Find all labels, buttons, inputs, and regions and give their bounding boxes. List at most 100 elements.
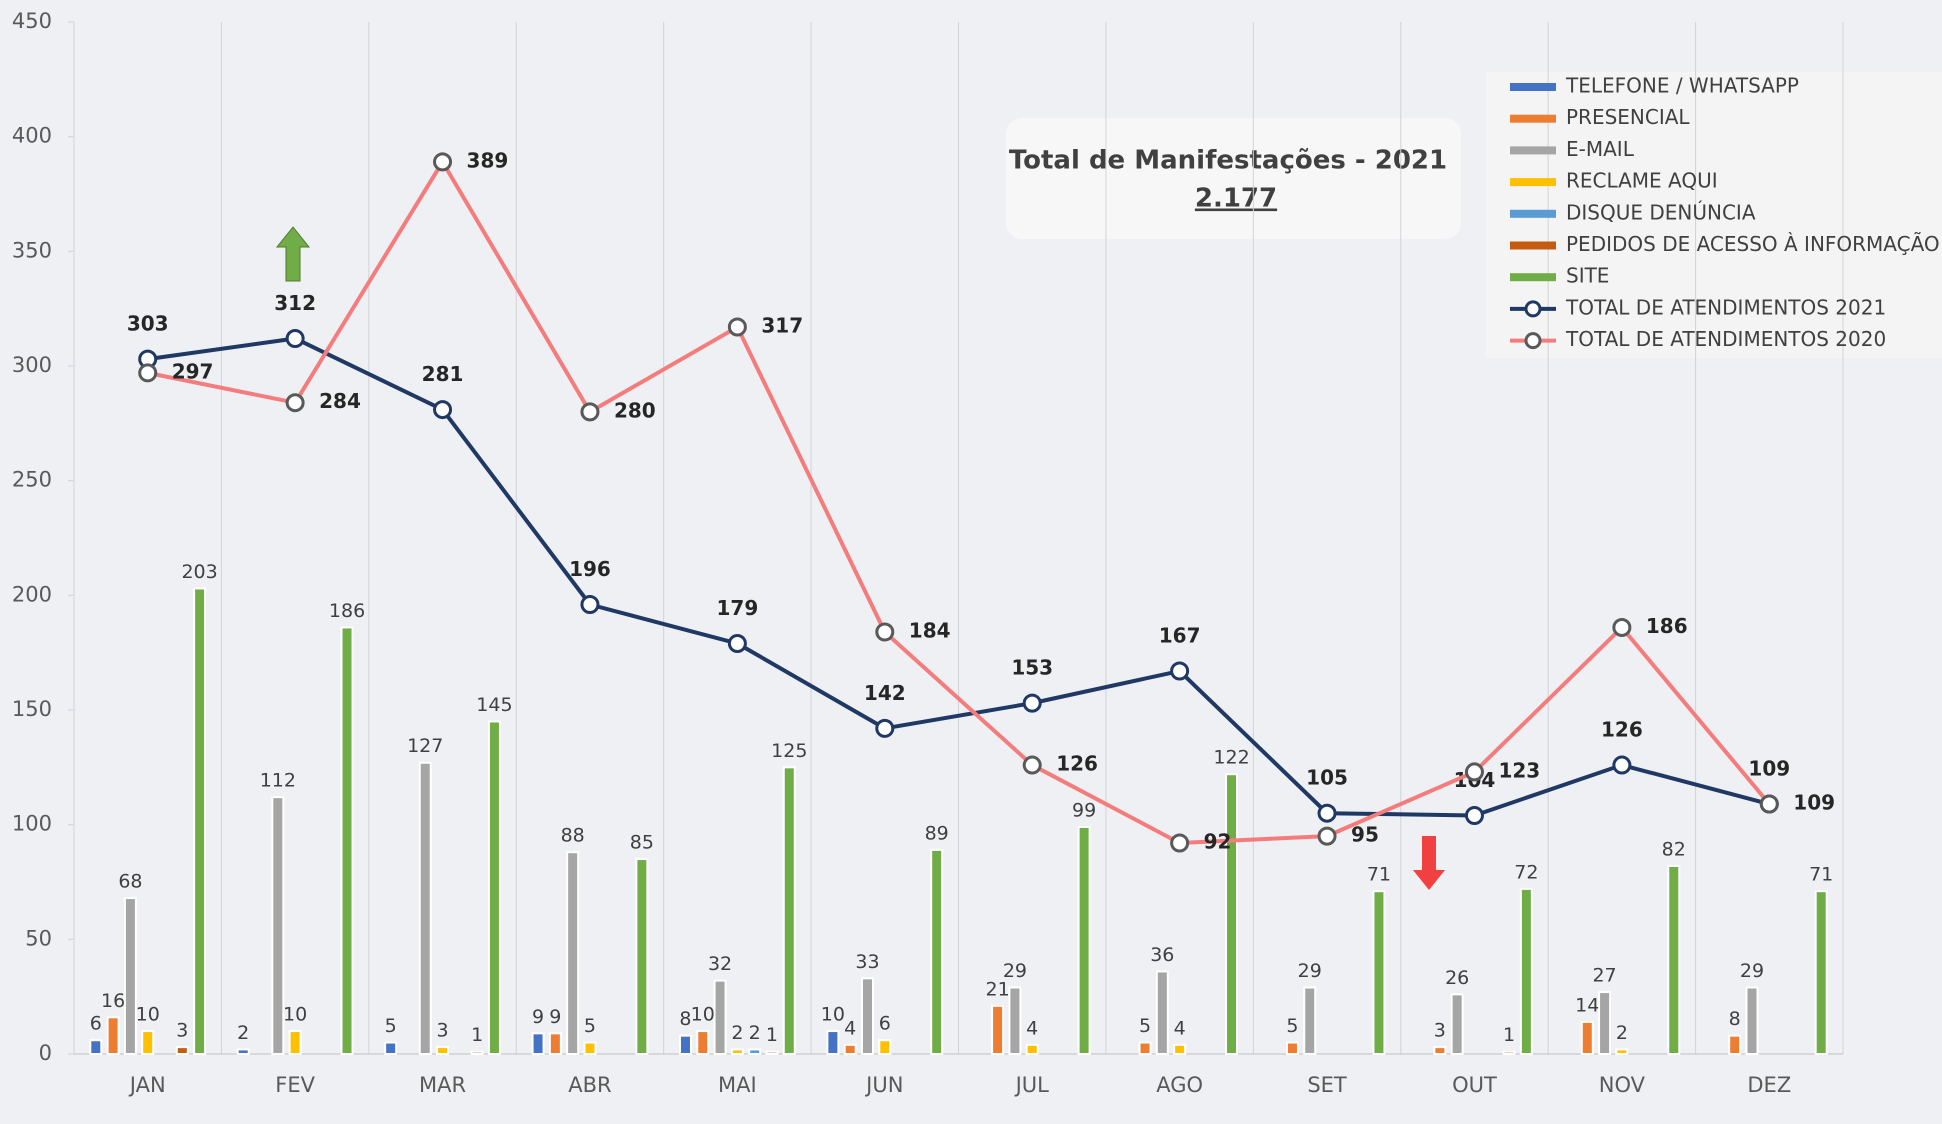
y-tick-label: 150 [12, 697, 52, 721]
bar-value-label: 68 [118, 871, 142, 893]
bar [697, 1031, 708, 1054]
line-point [287, 395, 303, 411]
legend-label: E-MAIL [1566, 137, 1635, 161]
line-point [1614, 757, 1630, 773]
bar [1616, 1049, 1627, 1054]
bar [342, 627, 353, 1054]
page: Total de Manifestações - 2021 2.177 0501… [0, 0, 1942, 1120]
legend-label: PEDIDOS DE ACESSO À INFORMAÇÃO [1566, 232, 1940, 256]
legend-marker [1526, 334, 1540, 348]
x-tick-label: SET [1307, 1073, 1347, 1097]
line-point [877, 624, 893, 640]
line-value-label: 105 [1306, 766, 1348, 790]
bar-value-label: 1 [471, 1024, 483, 1046]
legend-label: TOTAL DE ATENDIMENTOS 2020 [1565, 327, 1886, 351]
bar-value-label: 32 [708, 953, 732, 975]
bar [142, 1031, 153, 1054]
bar [845, 1045, 856, 1054]
line-value-label: 95 [1351, 823, 1379, 847]
line-point [1172, 835, 1188, 851]
y-tick-label: 450 [12, 9, 52, 33]
bar-value-label: 112 [260, 770, 296, 792]
x-tick-label: JAN [128, 1073, 166, 1097]
bar-value-label: 125 [771, 740, 807, 762]
line-point [1024, 695, 1040, 711]
bar-value-label: 10 [821, 1004, 845, 1026]
legend-swatch [1510, 273, 1556, 281]
line-point [729, 635, 745, 651]
bar-value-label: 27 [1592, 965, 1616, 987]
line-value-label: 389 [467, 148, 509, 172]
line-value-label: 186 [1646, 614, 1688, 638]
line-point [1614, 619, 1630, 635]
chart-title: Total de Manifestações - 2021 [1009, 146, 1447, 176]
bar [194, 588, 205, 1054]
bar [125, 898, 136, 1054]
x-tick-label: JUN [864, 1073, 903, 1097]
line-value-label: 284 [319, 389, 361, 413]
bar [1174, 1045, 1185, 1054]
line-value-label: 92 [1204, 830, 1232, 854]
line-value-label: 280 [614, 398, 656, 422]
bar-value-label: 3 [1434, 1020, 1446, 1042]
bar [1599, 992, 1610, 1054]
line-value-label: 179 [717, 596, 759, 620]
bar-value-label: 89 [925, 822, 949, 844]
line-point [140, 365, 156, 381]
line-value-label: 303 [127, 312, 169, 336]
line-point [1466, 764, 1482, 780]
bar [1027, 1045, 1038, 1054]
line-value-label: 297 [172, 359, 214, 383]
x-tick-label: NOV [1599, 1073, 1646, 1097]
legend-marker [1526, 302, 1540, 316]
bar-value-label: 1 [766, 1024, 778, 1046]
line-point [1319, 805, 1335, 821]
line-point [877, 720, 893, 736]
bar [879, 1040, 890, 1054]
legend-label: SITE [1566, 264, 1609, 288]
y-tick-label: 250 [12, 468, 52, 492]
bar [533, 1033, 544, 1054]
bar [90, 1040, 101, 1054]
bar [766, 1052, 777, 1054]
bar-value-label: 29 [1298, 960, 1322, 982]
line-value-label: 167 [1159, 624, 1201, 648]
bar-value-label: 2 [1616, 1022, 1628, 1044]
bar-value-label: 4 [1026, 1017, 1038, 1039]
bar-value-label: 2 [731, 1022, 743, 1044]
line-value-label: 126 [1601, 718, 1643, 742]
legend-swatch [1510, 115, 1556, 123]
bar [1582, 1022, 1593, 1054]
line-point [729, 319, 745, 335]
bar-value-label: 85 [630, 832, 654, 854]
legend-swatch [1510, 210, 1556, 218]
bar-value-label: 36 [1150, 944, 1174, 966]
bar [385, 1043, 396, 1054]
bar [784, 767, 795, 1054]
chart-subtitle: 2.177 [1195, 184, 1277, 214]
bar [472, 1052, 483, 1054]
x-tick-label: ABR [568, 1073, 611, 1097]
bar [1079, 827, 1090, 1054]
bar [567, 852, 578, 1054]
bar [1140, 1043, 1151, 1054]
bar [437, 1047, 448, 1054]
bar [584, 1043, 595, 1054]
bar [931, 850, 942, 1054]
bar-value-label: 3 [436, 1020, 448, 1042]
bar [177, 1047, 188, 1054]
bar-value-label: 10 [691, 1004, 715, 1026]
bar [1668, 866, 1679, 1054]
bar-value-label: 16 [101, 990, 125, 1012]
bar-value-label: 71 [1367, 864, 1391, 886]
x-tick-label: MAI [718, 1073, 757, 1097]
bar-value-label: 2 [749, 1022, 761, 1044]
line-value-label: 281 [422, 362, 464, 386]
bar [489, 721, 500, 1054]
legend-label: PRESENCIAL [1566, 105, 1690, 129]
bar [636, 859, 647, 1054]
x-tick-label: DEZ [1747, 1073, 1791, 1097]
bar-value-label: 29 [1003, 960, 1027, 982]
bar-value-label: 10 [136, 1004, 160, 1026]
line-point [435, 154, 451, 170]
